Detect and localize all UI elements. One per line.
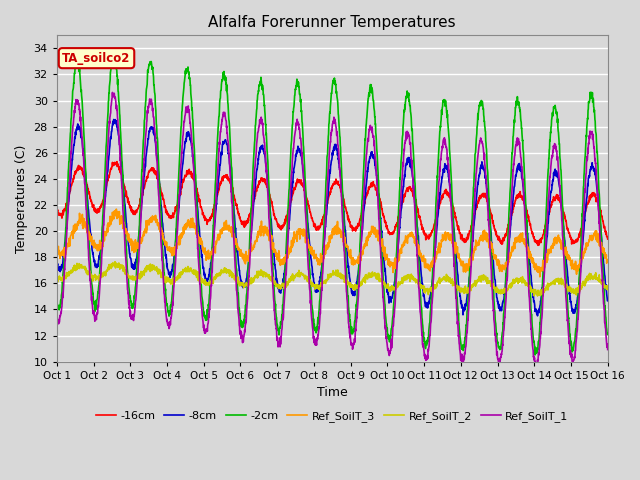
-8cm (110, 117, 118, 122)
-2cm (571, 339, 579, 345)
-16cm (534, 242, 542, 248)
-8cm (348, 288, 356, 294)
Ref_SoilT_3 (493, 258, 500, 264)
Line: Ref_SoilT_2: Ref_SoilT_2 (57, 262, 608, 296)
Legend: -16cm, -8cm, -2cm, Ref_SoilT_3, Ref_SoilT_2, Ref_SoilT_1: -16cm, -8cm, -2cm, Ref_SoilT_3, Ref_Soil… (92, 407, 573, 426)
-2cm (556, 141, 563, 147)
Ref_SoilT_1 (348, 342, 356, 348)
Ref_SoilT_1 (571, 355, 579, 361)
Ref_SoilT_3 (571, 266, 579, 272)
Title: Alfalfa Forerunner Temperatures: Alfalfa Forerunner Temperatures (209, 15, 456, 30)
-8cm (493, 291, 500, 297)
-8cm (571, 310, 579, 316)
Ref_SoilT_3 (556, 235, 563, 240)
-2cm (493, 332, 500, 338)
-8cm (53, 260, 61, 266)
Text: TA_soilco2: TA_soilco2 (62, 52, 131, 65)
Line: -8cm: -8cm (57, 120, 608, 316)
-2cm (207, 273, 214, 278)
Ref_SoilT_3 (53, 246, 61, 252)
-2cm (53, 299, 61, 305)
Ref_SoilT_2 (604, 286, 612, 292)
Ref_SoilT_2 (53, 276, 61, 282)
Ref_SoilT_1 (207, 293, 214, 299)
Ref_SoilT_1 (493, 344, 500, 350)
-16cm (556, 196, 563, 202)
-16cm (493, 233, 500, 239)
Ref_SoilT_1 (556, 180, 563, 186)
-16cm (113, 159, 121, 165)
-2cm (348, 330, 356, 336)
Ref_SoilT_3 (360, 242, 368, 248)
Ref_SoilT_3 (113, 206, 120, 212)
Ref_SoilT_2 (534, 293, 541, 299)
Ref_SoilT_1 (360, 182, 368, 188)
Ref_SoilT_3 (536, 274, 543, 280)
X-axis label: Time: Time (317, 386, 348, 399)
Ref_SoilT_2 (348, 285, 356, 290)
Line: -16cm: -16cm (57, 162, 608, 245)
Ref_SoilT_2 (111, 259, 119, 264)
-2cm (531, 352, 539, 358)
Ref_SoilT_2 (556, 276, 563, 282)
Ref_SoilT_2 (571, 289, 579, 295)
-2cm (109, 49, 117, 55)
-8cm (556, 184, 563, 190)
-8cm (360, 204, 368, 209)
-16cm (207, 214, 214, 220)
Ref_SoilT_1 (109, 90, 116, 96)
-8cm (534, 313, 541, 319)
Ref_SoilT_3 (348, 260, 356, 265)
-16cm (53, 206, 61, 212)
-16cm (348, 224, 356, 229)
Ref_SoilT_3 (207, 249, 214, 255)
Ref_SoilT_1 (532, 363, 540, 369)
Line: Ref_SoilT_1: Ref_SoilT_1 (57, 93, 608, 366)
Ref_SoilT_2 (360, 278, 368, 284)
Ref_SoilT_1 (604, 347, 612, 352)
Ref_SoilT_1 (53, 317, 61, 323)
-8cm (207, 260, 214, 266)
-8cm (604, 298, 612, 304)
-16cm (604, 236, 612, 242)
Y-axis label: Temperatures (C): Temperatures (C) (15, 144, 28, 252)
-2cm (604, 331, 612, 336)
Ref_SoilT_2 (493, 284, 500, 290)
Ref_SoilT_3 (604, 257, 612, 263)
-2cm (360, 156, 368, 162)
Line: Ref_SoilT_3: Ref_SoilT_3 (57, 209, 608, 277)
-16cm (571, 239, 579, 244)
Ref_SoilT_2 (207, 282, 214, 288)
-16cm (360, 203, 368, 208)
Line: -2cm: -2cm (57, 52, 608, 355)
